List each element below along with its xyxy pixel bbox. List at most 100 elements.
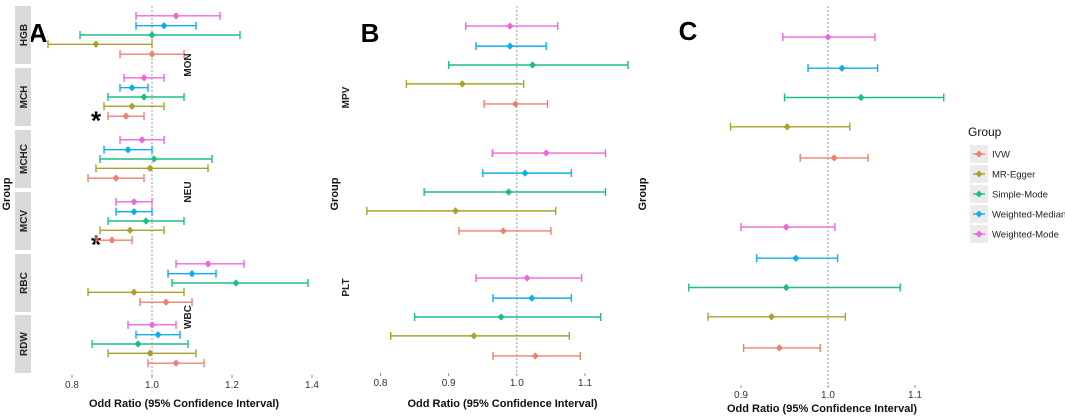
- point-estimate: [154, 331, 162, 339]
- legend-label: IVW: [992, 150, 1010, 161]
- x-tick-label: 1.1: [578, 378, 592, 389]
- estimate-ivw: [95, 236, 133, 245]
- estimate-ivw: [119, 50, 185, 59]
- facet-neu: NEU: [183, 149, 607, 235]
- facet-hgb: HGB: [15, 6, 241, 64]
- y-axis-title: Group: [637, 177, 649, 210]
- x-tick-label: 0.8: [65, 380, 79, 391]
- point-estimate: [126, 226, 134, 234]
- point-estimate: [782, 283, 790, 292]
- point-estimate: [146, 349, 154, 357]
- estimate-weighted-mode: [491, 149, 607, 158]
- point-estimate: [792, 254, 800, 262]
- point-estimate: [767, 313, 776, 321]
- estimate-mr-egger: [405, 79, 525, 88]
- facet-strip: [15, 130, 31, 188]
- estimate-simple-mode: [447, 61, 629, 69]
- estimate-weighted-mode: [740, 223, 836, 232]
- point-estimate: [499, 227, 507, 235]
- point-estimate: [505, 188, 513, 196]
- point-estimate: [172, 12, 180, 20]
- estimate-mr-egger: [47, 40, 153, 49]
- point-estimate: [92, 40, 100, 48]
- panel-B: B Group MON NEU WBC 0.8 0.9 1.0 1.1 Odd Ratio (95…: [183, 6, 629, 410]
- legend-label: MR-Egger: [992, 170, 1035, 181]
- facet-label: NEU: [183, 181, 194, 202]
- point-estimate: [122, 112, 130, 120]
- point-estimate: [506, 42, 514, 50]
- facet-mch: MCH *: [15, 68, 185, 136]
- estimate-weighted-median: [119, 83, 149, 92]
- legend-key-marker: [975, 150, 983, 158]
- point-estimate: [838, 64, 846, 72]
- legend: Group IVW MR-Egger Simple-Mode Weighted-Medi…: [968, 125, 1065, 243]
- estimate-mr-egger: [366, 206, 557, 215]
- estimate-weighted-median: [103, 145, 153, 154]
- facet-mpv: MPV: [341, 33, 945, 162]
- estimate-weighted-mode: [127, 320, 177, 329]
- x-tick-label: 1.4: [305, 380, 319, 391]
- estimate-weighted-median: [475, 42, 547, 51]
- estimate-ivw: [492, 351, 581, 360]
- estimate-mr-egger: [107, 349, 197, 358]
- point-estimate: [523, 274, 531, 282]
- panel-letter: C: [679, 16, 698, 46]
- point-estimate: [142, 217, 150, 225]
- x-axis-title: Odd Ratio (95% Confidence Interval): [727, 403, 917, 415]
- estimate-weighted-median: [135, 330, 181, 339]
- estimate-ivw: [107, 112, 145, 121]
- estimate-simple-mode: [413, 313, 602, 321]
- estimate-weighted-median: [167, 269, 217, 278]
- point-estimate: [146, 164, 154, 172]
- estimate-simple-mode: [107, 93, 185, 101]
- facet-mchc: MCHC: [15, 130, 213, 188]
- point-estimate: [130, 288, 138, 296]
- facet-label: MCV: [19, 210, 30, 233]
- estimate-simple-mode: [99, 155, 213, 163]
- facet-label: MPV: [341, 86, 352, 108]
- estimate-mr-egger: [87, 288, 185, 297]
- facet-label: MON: [183, 53, 194, 76]
- point-estimate: [542, 149, 550, 157]
- legend-item-simple-mode: Simple-Mode: [970, 185, 1048, 203]
- point-estimate: [130, 208, 138, 216]
- estimate-weighted-median: [807, 64, 879, 73]
- significance-star: *: [91, 230, 102, 260]
- estimate-mr-egger: [390, 331, 571, 340]
- facet-plt: PLT: [341, 223, 901, 352]
- facet-label: HGB: [19, 24, 30, 46]
- estimate-weighted-mode: [175, 259, 245, 268]
- panel-letter: A: [29, 18, 48, 48]
- estimate-ivw: [483, 99, 549, 108]
- facet-rdw: RDW: [15, 315, 205, 373]
- estimate-mr-egger: [99, 226, 165, 235]
- point-estimate: [528, 61, 537, 69]
- estimate-weighted-median: [115, 207, 153, 216]
- point-estimate: [824, 33, 832, 41]
- facet-wbc: WBC: [183, 274, 602, 360]
- point-estimate: [130, 198, 138, 206]
- estimate-mr-egger: [729, 122, 851, 131]
- facet-label: WBC: [183, 305, 194, 329]
- facet-label: RBC: [19, 272, 30, 294]
- x-tick-label: 0.8: [374, 378, 388, 389]
- estimate-simple-mode: [91, 340, 189, 348]
- estimate-simple-mode: [423, 188, 607, 196]
- point-estimate: [458, 80, 466, 88]
- x-tick-label: 0.9: [734, 390, 748, 401]
- legend-label: Weighted-Mode: [992, 230, 1059, 241]
- legend-item-mr-egger: MR-Egger: [970, 165, 1035, 183]
- point-estimate: [112, 174, 120, 182]
- estimate-mr-egger: [95, 164, 209, 173]
- estimate-simple-mode: [171, 279, 309, 287]
- estimate-weighted-mode: [123, 73, 165, 82]
- point-estimate: [857, 93, 865, 102]
- x-tick-label: 1.0: [145, 380, 159, 391]
- estimate-mr-egger: [707, 312, 847, 321]
- estimate-weighted-median: [135, 21, 197, 30]
- facet-strip: [15, 6, 31, 64]
- point-estimate: [124, 146, 132, 154]
- facet-label: MCHC: [19, 144, 30, 174]
- legend-title: Group: [968, 125, 1002, 139]
